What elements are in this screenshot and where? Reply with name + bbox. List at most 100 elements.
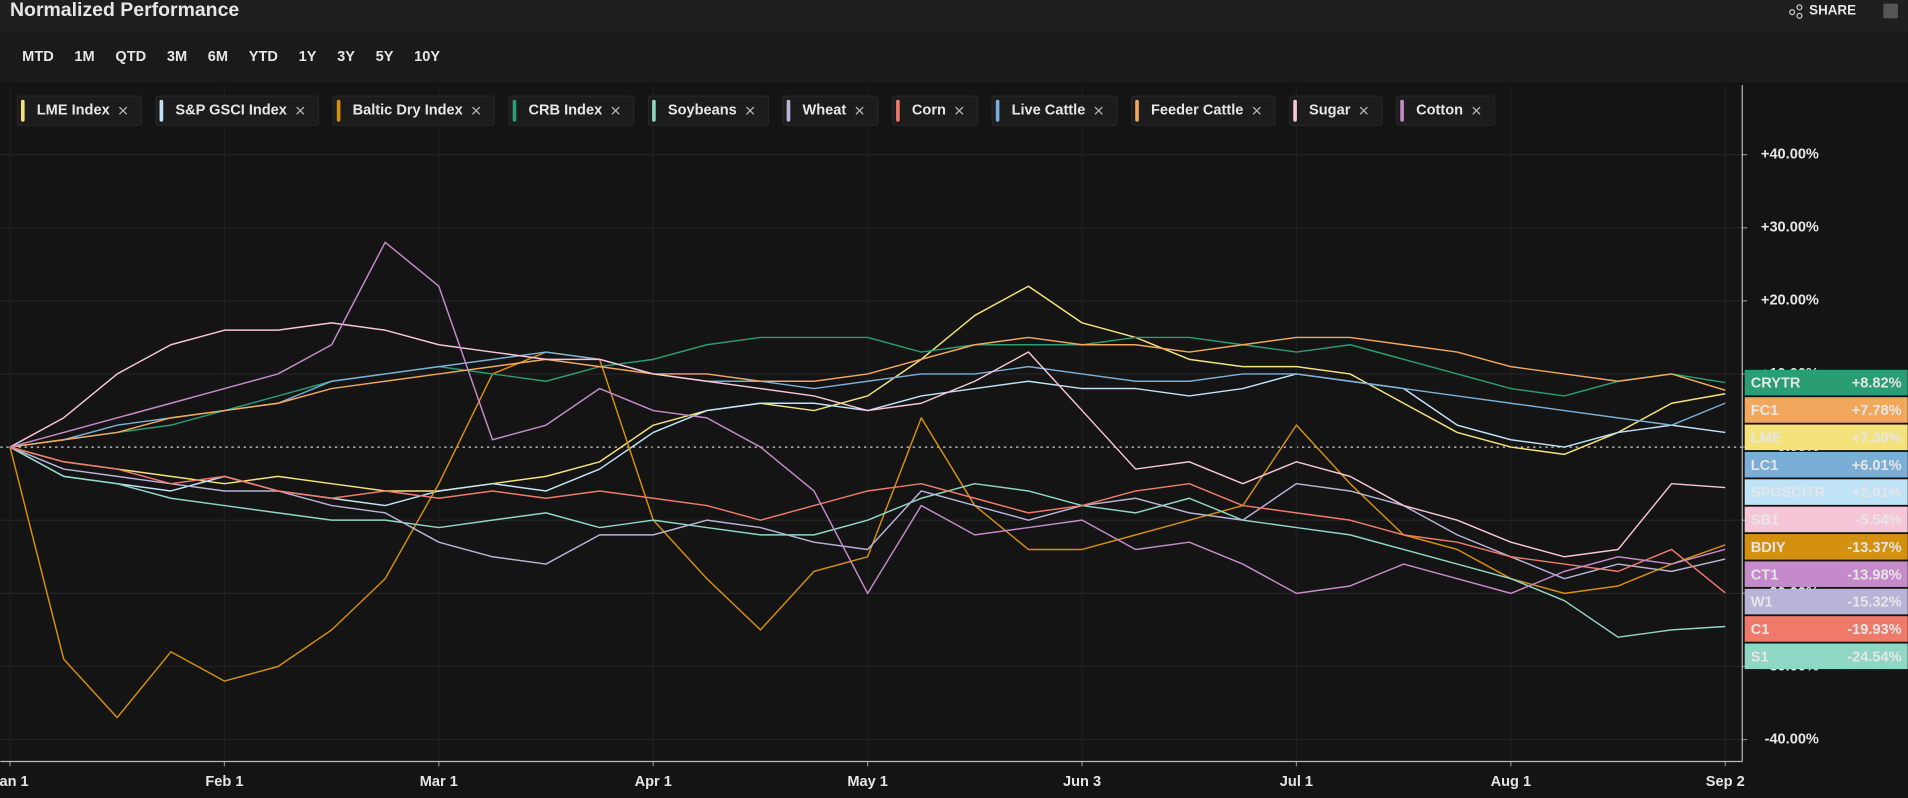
tag-bg: [1744, 588, 1908, 615]
end-tag: C1 -19.93%: [1744, 616, 1908, 642]
share-label: SHARE: [1809, 2, 1856, 17]
chip-close[interactable]: [855, 106, 864, 115]
end-tag: CT1 -13.98%: [1744, 561, 1908, 587]
legend-chip[interactable]: Cotton: [1396, 95, 1496, 126]
end-tag: LC1 +6.01%: [1744, 451, 1908, 478]
chip-swatch: [1135, 99, 1139, 122]
range-button[interactable]: 3Y: [337, 49, 355, 65]
tag-ticker: SB1: [1751, 513, 1779, 529]
end-tag: SB1 -5.54%: [1744, 506, 1908, 533]
legend-chip[interactable]: LME Index: [16, 95, 142, 126]
chip-bg: [1396, 95, 1496, 126]
expand-button[interactable]: [1883, 3, 1898, 19]
tag-ticker: BDIY: [1751, 540, 1786, 556]
tag-bg: [1744, 479, 1908, 505]
tag-bg: [1744, 561, 1908, 587]
top-bar: [0, 0, 1908, 32]
chip-close[interactable]: [955, 106, 964, 115]
tag-value: +6.01%: [1852, 458, 1902, 474]
range-button[interactable]: 1Y: [299, 49, 317, 65]
chip-close[interactable]: [296, 106, 305, 115]
chip-bg: [508, 95, 635, 126]
end-tag: S1 -24.54%: [1744, 643, 1908, 670]
range-button[interactable]: 3M: [167, 49, 187, 65]
legend-label: Corn: [912, 103, 946, 119]
x-tick-label: Jul 1: [1280, 774, 1313, 790]
tag-ticker: LC1: [1751, 458, 1779, 474]
series-line: [9, 241, 1726, 595]
y-tick-label: -40.00%: [1765, 731, 1819, 747]
legend-chip[interactable]: Baltic Dry Index: [332, 95, 496, 126]
tag-ticker: SPGSCITR: [1751, 485, 1826, 501]
legend-label: Wheat: [802, 103, 846, 119]
legend-chip[interactable]: Feeder Cattle: [1130, 95, 1276, 126]
chip-close[interactable]: [118, 106, 128, 115]
tag-value: +7.30%: [1852, 430, 1902, 446]
tag-value: -15.32%: [1847, 595, 1901, 611]
range-button[interactable]: 1M: [74, 49, 94, 65]
tag-value: -19.93%: [1847, 622, 1901, 638]
range-button[interactable]: 10Y: [414, 49, 440, 65]
tag-ticker: W1: [1751, 595, 1773, 611]
legend-chip[interactable]: Live Cattle: [991, 95, 1118, 126]
chip-close[interactable]: [746, 106, 755, 115]
legend-chip[interactable]: Wheat: [782, 95, 879, 126]
legend-label: Feeder Cattle: [1151, 103, 1243, 119]
range-button[interactable]: QTD: [115, 49, 146, 65]
y-tick-label: +40.00%: [1761, 146, 1819, 162]
range-buttons: MTD 1M QTD 3M 6M YTD 1Y 3Y 5Y 10Y: [22, 49, 440, 65]
legend-chip[interactable]: CRB Index: [508, 95, 635, 126]
chip-close[interactable]: [472, 106, 481, 115]
page-title: Normalized Performance: [10, 0, 239, 21]
tag-bg: [1744, 643, 1908, 670]
share-button[interactable]: SHARE: [1789, 2, 1856, 19]
range-button[interactable]: MTD: [22, 49, 54, 65]
end-tag: SPGSCITR +2.01%: [1744, 479, 1908, 505]
legend-label: Cotton: [1416, 103, 1463, 119]
legend: LME Index S&P GSCI Index Baltic Dry Index C…: [16, 95, 1496, 126]
legend-label: CRB Index: [528, 103, 602, 119]
end-tag: CRYTR +8.82%: [1744, 369, 1908, 396]
chip-swatch: [896, 99, 900, 122]
chip-swatch: [20, 99, 25, 122]
series-line: [9, 351, 1726, 719]
chip-bg: [1288, 95, 1383, 126]
series-line: [9, 446, 1726, 580]
chip-swatch: [1293, 99, 1297, 122]
tag-bg: [1744, 506, 1908, 533]
chip-close[interactable]: [1472, 106, 1481, 115]
range-button[interactable]: 6M: [208, 49, 228, 65]
chip-swatch: [786, 99, 791, 122]
tag-bg: [1744, 397, 1908, 423]
chip-close[interactable]: [1252, 106, 1261, 115]
chip-swatch: [652, 99, 656, 122]
x-tick-label: Feb 1: [205, 774, 243, 790]
chip-close[interactable]: [611, 106, 620, 115]
chip-close[interactable]: [1094, 106, 1103, 115]
legend-chip[interactable]: Corn: [891, 95, 979, 126]
end-tags: CRYTR +8.82% FC1 +7.78% LME +7.30% LC1 +6.01% SP…: [1744, 369, 1908, 670]
series-line: [9, 446, 1726, 638]
legend-chip[interactable]: Sugar: [1288, 95, 1383, 126]
range-button[interactable]: 5Y: [376, 49, 394, 65]
tag-value: -13.37%: [1847, 540, 1901, 556]
legend-chip[interactable]: Soybeans: [647, 95, 769, 126]
chip-close[interactable]: [1359, 106, 1368, 115]
end-tag: FC1 +7.78%: [1744, 397, 1908, 423]
tag-ticker: CRYTR: [1751, 376, 1801, 392]
chip-swatch: [336, 99, 341, 122]
legend-chip[interactable]: S&P GSCI Index: [155, 95, 320, 126]
series-line: [9, 336, 1726, 448]
series-line: [9, 322, 1726, 558]
tag-ticker: FC1: [1751, 403, 1779, 419]
y-tick-label: +30.00%: [1761, 220, 1819, 236]
x-tick-label: May 1: [847, 774, 888, 790]
x-tick-label: Mar 1: [420, 774, 458, 790]
chip-bg: [991, 95, 1118, 126]
chart-panel: [0, 82, 1908, 798]
end-tag: LME +7.30%: [1744, 424, 1908, 451]
range-button[interactable]: YTD: [249, 49, 278, 65]
chip-bg: [155, 95, 320, 126]
chip-swatch: [1400, 99, 1404, 122]
